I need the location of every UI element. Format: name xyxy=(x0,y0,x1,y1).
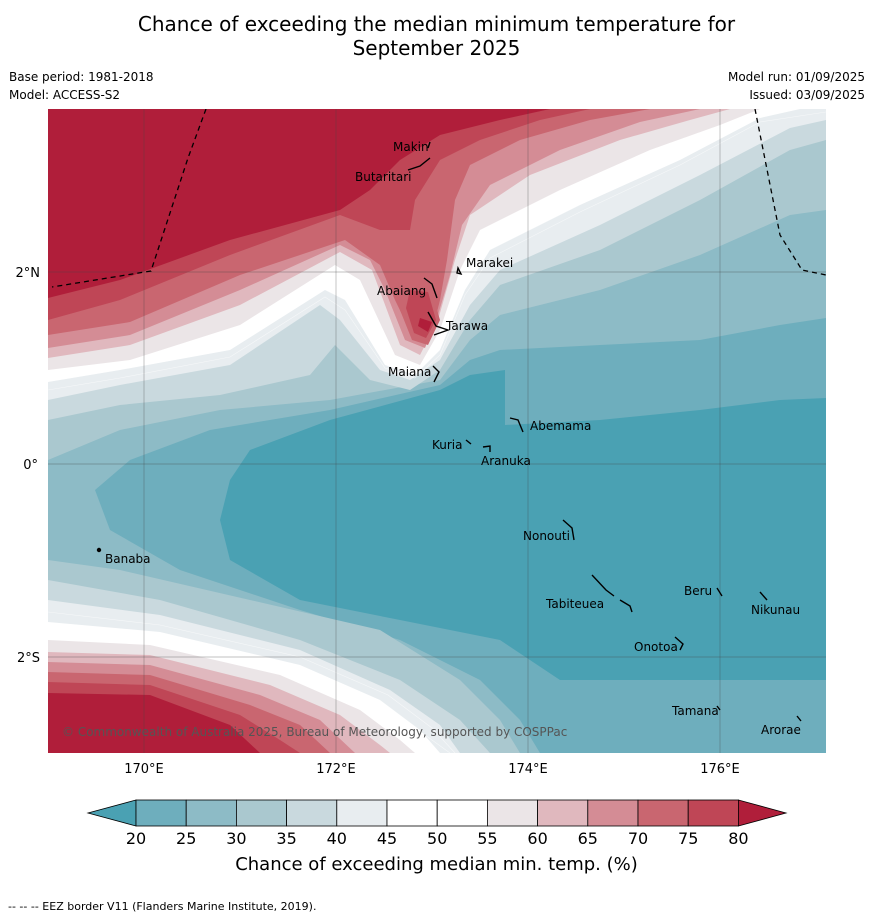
place-label: Banaba xyxy=(105,552,151,566)
place-label: Makin xyxy=(393,140,429,154)
island-outlines xyxy=(96,141,802,722)
colorbar-tick-label: 30 xyxy=(226,829,246,848)
place-label: Nonouti xyxy=(523,529,570,543)
colorbar-tick-label: 50 xyxy=(427,829,447,848)
colorbar-max-arrow xyxy=(738,799,788,827)
lon-tick-label: 176°E xyxy=(700,762,740,777)
colorbar-min-arrow xyxy=(86,799,137,827)
tabiteuea-south xyxy=(619,599,633,613)
colorbar-segment xyxy=(587,799,639,827)
title-line-1: Chance of exceeding the median minimum t… xyxy=(137,12,736,36)
band-80 xyxy=(48,109,590,753)
band-above-80 xyxy=(48,109,550,753)
colorbar-tick-label: 65 xyxy=(578,829,598,848)
colorbar-segment xyxy=(486,799,538,827)
place-label: Abaiang xyxy=(377,284,426,298)
eez-border xyxy=(51,109,826,288)
place-label: Tarawa xyxy=(445,319,488,333)
model-run: Model run: 01/09/2025 xyxy=(727,70,865,84)
colorbar-tick-label: 70 xyxy=(628,829,648,848)
band-75 xyxy=(48,109,650,753)
colorbar-tick-label: 60 xyxy=(527,829,547,848)
map-title: Chance of exceeding the median minimum t… xyxy=(0,12,873,60)
abemama-island xyxy=(509,417,524,433)
contour-lines xyxy=(48,111,826,753)
title-line-2: September 2025 xyxy=(352,36,521,60)
banaba-island xyxy=(96,547,102,553)
colorbar-segment xyxy=(537,799,589,827)
colorbar-tick-label: 40 xyxy=(327,829,347,848)
onotoa-island xyxy=(674,636,684,651)
colorbar-segment xyxy=(235,799,287,827)
base-period: Base period: 1981-2018 xyxy=(9,70,154,84)
colorbar-tick-label: 35 xyxy=(276,829,296,848)
place-label: Tamana xyxy=(671,704,719,718)
lat-tick-label: 2°S xyxy=(17,651,40,666)
issued-date: Issued: 03/09/2025 xyxy=(749,88,865,102)
aranuka-island xyxy=(482,445,491,452)
place-label: Kuria xyxy=(432,438,463,452)
lon-tick-label: 172°E xyxy=(316,762,356,777)
colorbar-segment xyxy=(135,799,187,827)
colorbar-segment xyxy=(687,799,739,827)
place-label: Nikunau xyxy=(751,603,800,617)
colorbar-label: Chance of exceeding median min. temp. (%… xyxy=(235,854,638,875)
makin-island xyxy=(427,141,431,149)
place-label: Maiana xyxy=(388,365,431,379)
grid-lines xyxy=(48,109,826,753)
tarawa-island xyxy=(427,311,451,336)
nonouti-island xyxy=(562,519,575,541)
lon-tick-label: 174°E xyxy=(508,762,548,777)
colorbar-tick-label: 80 xyxy=(728,829,748,848)
colorbar-segment xyxy=(185,799,237,827)
colorbar-tick-label: 25 xyxy=(176,829,196,848)
colorbar: 20 25 30 35 40 45 50 55 60 65 70 75 80 xyxy=(86,799,788,848)
lat-tick-label: 2°N xyxy=(16,266,41,281)
place-label: Beru xyxy=(684,584,712,598)
beru-island xyxy=(716,587,723,597)
place-labels: Makin Butaritari Marakei Abaiang Tarawa … xyxy=(105,140,801,737)
kuria-island xyxy=(465,439,472,445)
colorbar-segment xyxy=(286,799,338,827)
maiana-island xyxy=(432,365,440,383)
contour-fill: Makin Butaritari Marakei Abaiang Tarawa … xyxy=(48,109,826,753)
place-label: Arorae xyxy=(761,723,801,737)
colorbar-tick-label: 20 xyxy=(126,829,146,848)
lon-tick-label: 170°E xyxy=(124,762,164,777)
arorae-island xyxy=(796,715,802,722)
abaiang-island xyxy=(423,277,438,299)
place-label: Butaritari xyxy=(355,170,412,184)
tarawa-band-above-80 xyxy=(418,318,432,332)
place-label: Marakei xyxy=(466,256,513,270)
marakei-island xyxy=(456,265,463,276)
tabiteuea-north xyxy=(591,574,615,597)
butaritari-island xyxy=(407,157,431,171)
model-name: Model: ACCESS-S2 xyxy=(9,88,121,102)
colorbar-segment xyxy=(386,799,438,827)
axis-labels: 170°E 172°E 174°E 176°E 2°N 0° 2°S xyxy=(16,266,740,777)
colorbar-tick-label: 75 xyxy=(678,829,698,848)
eez-footnote: -- -- -- EEZ border V11 (Flanders Marine… xyxy=(8,900,317,913)
place-label: Abemama xyxy=(530,419,591,433)
place-label: Aranuka xyxy=(481,454,531,468)
copyright-text: © Commonwealth of Australia 2025, Bureau… xyxy=(62,725,567,739)
place-label: Onotoa xyxy=(634,640,678,654)
lat-tick-label: 0° xyxy=(23,458,38,473)
colorbar-segment xyxy=(436,799,488,827)
tamana-island xyxy=(716,705,721,711)
nikunau-island xyxy=(759,591,768,601)
colorbar-segment xyxy=(336,799,388,827)
colorbar-tick-label: 55 xyxy=(477,829,497,848)
colorbar-segment xyxy=(637,799,689,827)
colorbar-tick-label: 45 xyxy=(377,829,397,848)
place-label: Tabiteuea xyxy=(545,597,604,611)
